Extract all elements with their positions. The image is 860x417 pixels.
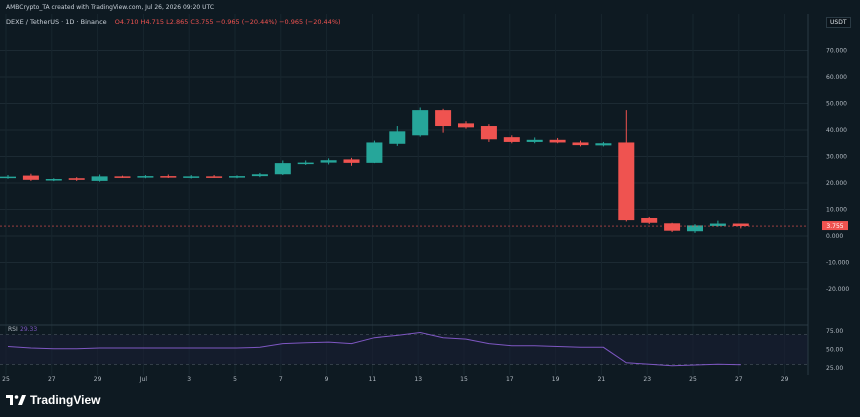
symbol-line: DEXE / TetherUS · 1D · Binance O4.710 H4… <box>6 18 341 26</box>
price-tick-label: 60.000 <box>826 74 847 81</box>
tradingview-logo[interactable]: TradingView <box>6 393 100 407</box>
price-tick-label: 30.000 <box>826 154 847 161</box>
candle-body[interactable] <box>137 176 154 178</box>
candle-body[interactable] <box>503 137 520 142</box>
price-tick-label: 20.000 <box>826 180 847 187</box>
date-tick-label: 27 <box>48 376 56 383</box>
date-tick-label: 29 <box>94 376 102 383</box>
date-tick-label: Jul <box>139 376 148 383</box>
candle-body[interactable] <box>68 178 85 180</box>
candle-body[interactable] <box>709 223 726 226</box>
price-tick-label: -10.000 <box>826 260 849 267</box>
candle-body[interactable] <box>206 176 223 178</box>
date-tick-label: 7 <box>279 376 283 383</box>
price-tick-label: 50.000 <box>826 101 847 108</box>
date-tick-label: 11 <box>369 376 377 383</box>
rsi-line[interactable] <box>7 331 741 367</box>
last-price-tag <box>822 221 848 231</box>
grid <box>0 14 808 375</box>
candle-body[interactable] <box>687 225 703 232</box>
candle-body[interactable] <box>480 126 497 140</box>
date-tick-label: 3 <box>187 376 191 383</box>
date-tick-label: 15 <box>460 376 468 383</box>
date-tick-label: 23 <box>643 376 651 383</box>
brand-name: TradingView <box>30 393 101 407</box>
candle-body[interactable] <box>22 175 39 180</box>
candles[interactable] <box>0 107 749 233</box>
price-tick-label: 10.000 <box>826 207 847 214</box>
candle-body[interactable] <box>595 143 612 146</box>
date-tick-label: 21 <box>598 376 606 383</box>
published-by: AMBCrypto_TA created with TradingView.co… <box>6 4 215 11</box>
symbol-title[interactable]: DEXE / TetherUS · 1D · Binance <box>6 18 107 26</box>
date-tick-label: 5 <box>233 376 237 383</box>
rsi-legend: RSI <box>8 326 18 333</box>
candle-body[interactable] <box>664 223 681 231</box>
candle-body[interactable] <box>160 176 177 178</box>
currency-badge[interactable]: USDT <box>826 17 851 28</box>
last-price-label: 3.755 <box>826 223 843 230</box>
candle-body[interactable] <box>91 176 108 181</box>
candle-body[interactable] <box>366 142 383 163</box>
price-tick-label: 40.000 <box>826 127 847 134</box>
rsi-value-label: 29.33 <box>20 326 37 333</box>
candle-body[interactable] <box>458 123 474 128</box>
candle-body[interactable] <box>572 142 589 146</box>
date-tick-label: 29 <box>781 376 789 383</box>
candle-body[interactable] <box>114 176 131 178</box>
rsi-band-fill <box>0 334 808 365</box>
date-tick-label: 17 <box>506 376 514 383</box>
candle-body[interactable] <box>389 131 406 144</box>
price-tick-label: -20.000 <box>826 286 849 293</box>
candle-body[interactable] <box>297 162 314 165</box>
candle-body[interactable] <box>412 110 429 136</box>
candle-body[interactable] <box>229 176 245 178</box>
candle-body[interactable] <box>251 174 268 177</box>
candle-body[interactable] <box>0 176 16 179</box>
candle-body[interactable] <box>526 139 543 142</box>
candle-body[interactable] <box>732 223 749 227</box>
candle-body[interactable] <box>343 159 360 163</box>
candle-body[interactable] <box>618 142 635 221</box>
rsi-series[interactable] <box>7 331 741 367</box>
date-tick-label: 27 <box>735 376 743 383</box>
candle-body[interactable] <box>183 176 200 178</box>
date-tick-label: 19 <box>552 376 560 383</box>
rsi-tick-label: 25.00 <box>826 365 843 372</box>
ohlc-values: O4.710 H4.715 L2.865 C3.755 −0.965 (−20.… <box>114 18 341 26</box>
rsi-bands <box>0 334 808 365</box>
tradingview-logo-icon <box>6 394 26 406</box>
price-tick-label: 0.000 <box>826 233 843 240</box>
date-tick-label: 9 <box>325 376 329 383</box>
candle-body[interactable] <box>320 160 337 163</box>
date-tick-label: 25 <box>2 376 10 383</box>
candle-body[interactable] <box>641 217 658 223</box>
candle-body[interactable] <box>549 139 566 143</box>
date-tick-label: 25 <box>689 376 697 383</box>
rsi-tick-label: 75.00 <box>826 328 843 335</box>
candle-body[interactable] <box>45 179 62 181</box>
axes: 70.00060.00050.00040.00030.00020.00010.0… <box>0 48 849 383</box>
candle-body[interactable] <box>274 163 291 175</box>
price-tick-label: 70.000 <box>826 48 847 55</box>
candle-body[interactable] <box>435 110 452 127</box>
date-tick-label: 13 <box>414 376 422 383</box>
rsi-tick-label: 50.00 <box>826 347 843 354</box>
